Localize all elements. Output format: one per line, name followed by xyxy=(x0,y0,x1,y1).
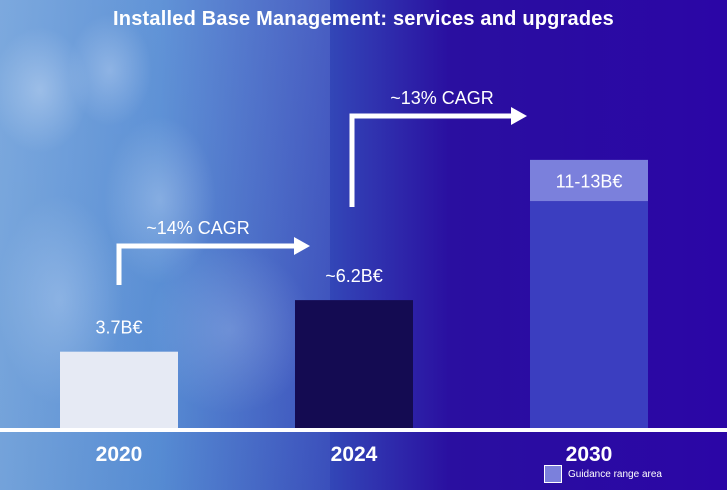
bar-2030-range xyxy=(530,159,648,202)
bar-2030 xyxy=(530,201,648,428)
cagr-arrow-1 xyxy=(116,237,310,285)
value-label-2030: 11-13B€ xyxy=(556,172,623,192)
cagr-label-2: ~13% CAGR xyxy=(390,88,494,108)
cagr-label-1: ~14% CAGR xyxy=(146,218,250,238)
legend-swatch xyxy=(544,465,562,483)
chart-title: Installed Base Management: services and … xyxy=(113,8,614,30)
legend-label: Guidance range area xyxy=(568,468,662,480)
value-label-2020: 3.7B€ xyxy=(95,318,142,338)
legend: Guidance range area xyxy=(544,464,662,484)
cagr-arrow-2 xyxy=(349,107,527,207)
bar-2024 xyxy=(295,300,413,428)
bar-2020 xyxy=(60,351,178,428)
x-tick-2024: 2024 xyxy=(331,443,378,466)
value-label-2024: ~6.2B€ xyxy=(325,266,383,286)
x-tick-2030: 2030 xyxy=(566,443,613,466)
x-tick-2020: 2020 xyxy=(96,443,143,466)
